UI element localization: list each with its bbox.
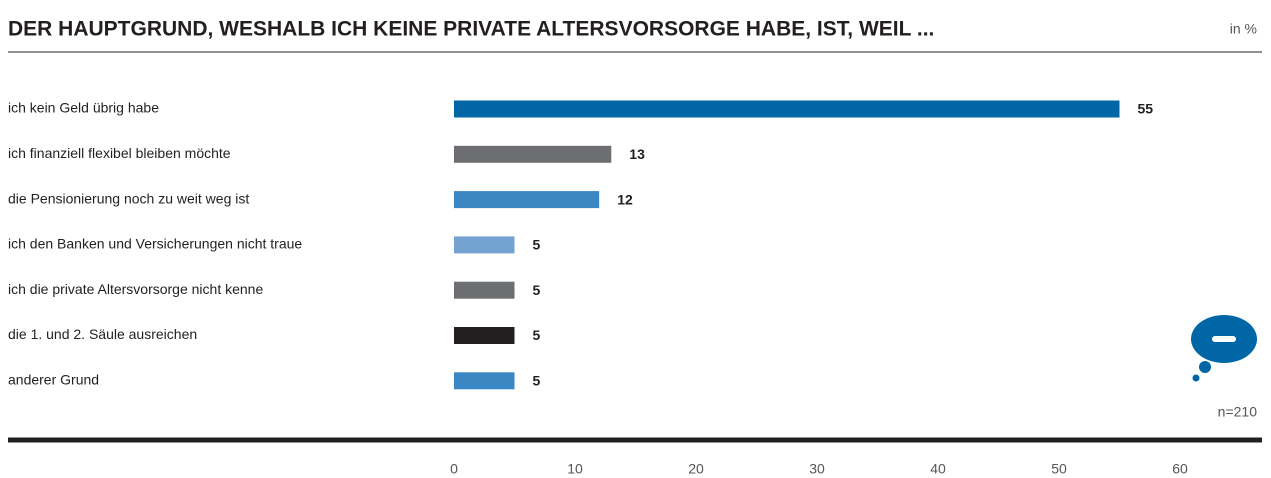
value-label: 55 — [1138, 101, 1154, 117]
bar — [454, 145, 612, 163]
category-label: ich kein Geld übrig habe — [8, 100, 159, 116]
x-tick-label: 30 — [809, 461, 825, 477]
value-label: 5 — [533, 282, 541, 298]
x-tick-label: 60 — [1172, 461, 1188, 477]
category-label: ich die private Altersvorsorge nicht ken… — [8, 281, 263, 297]
category-label: die 1. und 2. Säule ausreichen — [8, 326, 197, 342]
bar — [454, 100, 1120, 118]
sample-note: n=210 — [1218, 404, 1258, 420]
value-label: 13 — [629, 146, 645, 162]
x-tick-label: 50 — [1051, 461, 1067, 477]
bar — [454, 191, 600, 209]
value-label: 12 — [617, 191, 633, 207]
category-label: anderer Grund — [8, 372, 99, 388]
bar — [454, 327, 515, 344]
bar — [454, 372, 515, 390]
value-label: 5 — [533, 327, 541, 343]
x-tick-label: 10 — [567, 461, 583, 477]
chart-title: DER HAUPTGRUND, WESHALB ICH KEINE PRIVAT… — [8, 18, 934, 41]
x-tick-label: 0 — [450, 461, 458, 477]
bar — [454, 236, 515, 254]
x-tick-label: 20 — [688, 461, 704, 477]
category-label: ich den Banken und Versicherungen nicht … — [8, 236, 302, 252]
category-label: ich finanziell flexibel bleiben möchte — [8, 145, 231, 161]
unit-label: in % — [1230, 21, 1257, 37]
category-label: die Pensionierung noch zu weit weg ist — [8, 190, 249, 206]
x-tick-label: 40 — [930, 461, 946, 477]
value-label: 5 — [533, 237, 541, 253]
value-label: 5 — [533, 373, 541, 389]
bar — [454, 281, 515, 299]
bubble-icon — [1191, 315, 1257, 382]
